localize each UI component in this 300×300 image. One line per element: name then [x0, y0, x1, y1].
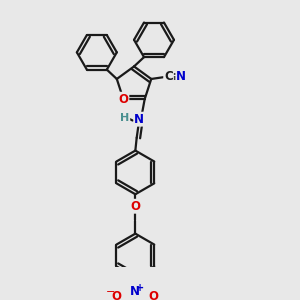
Text: O: O [148, 290, 158, 300]
Text: O: O [130, 200, 140, 213]
Text: O: O [112, 290, 122, 300]
Text: N: N [130, 286, 140, 298]
Text: N: N [176, 70, 186, 83]
Text: C: C [164, 70, 173, 83]
Text: H: H [120, 113, 129, 123]
Text: +: + [136, 283, 144, 293]
Text: O: O [118, 93, 128, 106]
Text: N: N [134, 113, 144, 126]
Text: −: − [106, 287, 116, 297]
